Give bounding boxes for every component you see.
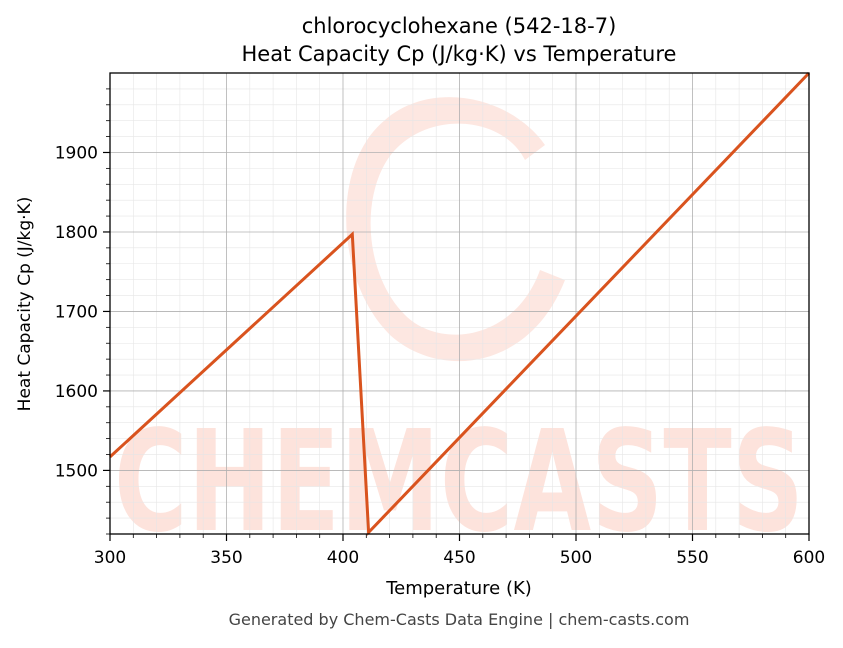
y-tick-label: 1900 [55, 143, 98, 163]
x-tick-label: 400 [327, 548, 359, 568]
x-tick-label: 600 [793, 548, 825, 568]
x-tick-label: 300 [94, 548, 126, 568]
footer-credit: Generated by Chem-Casts Data Engine | ch… [229, 610, 690, 629]
y-axis: 1500 1600 1700 1800 1900 [55, 88, 110, 535]
y-tick-label: 1500 [55, 461, 98, 481]
chart-subtitle: Heat Capacity Cp (J/kg·K) vs Temperature [242, 42, 677, 66]
y-tick-label: 1700 [55, 302, 98, 322]
watermark: CHEMCASTS [114, 97, 804, 564]
y-tick-label: 1800 [55, 223, 98, 243]
x-tick-label: 350 [210, 548, 242, 568]
x-tick-label: 550 [676, 548, 708, 568]
x-tick-label: 500 [560, 548, 592, 568]
chart-title: chlorocyclohexane (542-18-7) [302, 14, 617, 38]
x-axis-label: Temperature (K) [385, 578, 532, 599]
major-gridlines [109, 73, 810, 534]
y-tick-label: 1600 [55, 382, 98, 402]
watermark-text: CHEMCASTS [114, 401, 804, 564]
series-layer [108, 71, 811, 536]
y-axis-label: Heat Capacity Cp (J/kg·K) [15, 197, 35, 412]
x-tick-label: 450 [443, 548, 475, 568]
series-line [108, 71, 811, 536]
x-axis: 300 350 400 450 500 550 600 [94, 534, 825, 568]
